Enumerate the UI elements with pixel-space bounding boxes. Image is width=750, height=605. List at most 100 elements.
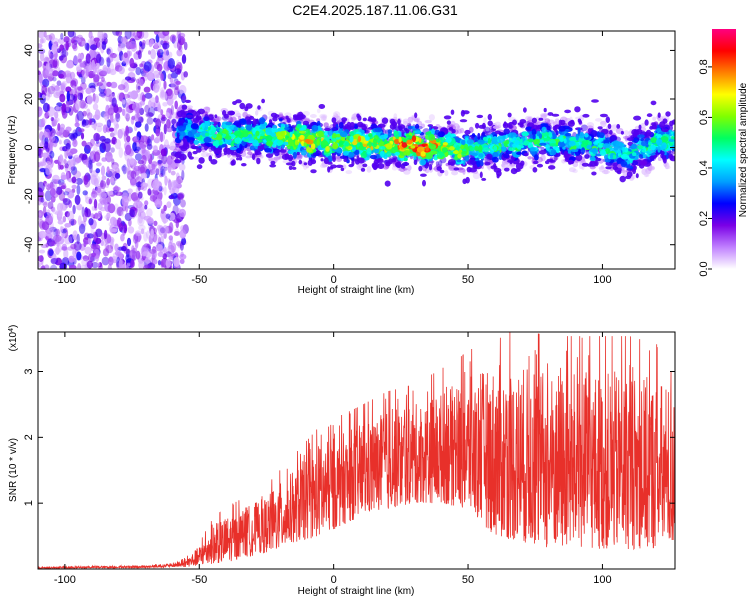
heatmap-cell bbox=[480, 172, 483, 179]
heatmap-cell bbox=[479, 153, 484, 158]
heatmap-cell bbox=[358, 136, 361, 142]
heatmap-cell bbox=[66, 62, 73, 69]
heatmap-cell bbox=[527, 156, 532, 159]
heatmap-cell bbox=[475, 123, 479, 129]
heatmap-cell bbox=[110, 228, 118, 232]
heatmap-cell bbox=[438, 131, 445, 137]
heatmap-cell bbox=[533, 161, 539, 165]
heatmap-cell bbox=[78, 215, 82, 225]
heatmap-cell bbox=[166, 127, 173, 132]
heatmap-cell bbox=[153, 259, 158, 264]
heatmap-cell bbox=[110, 132, 115, 137]
heatmap-cell bbox=[593, 141, 597, 144]
heatmap-cell bbox=[578, 149, 581, 155]
heatmap-cell bbox=[304, 142, 307, 146]
heatmap-cell bbox=[340, 131, 347, 137]
heatmap-cell bbox=[69, 265, 77, 271]
heatmap-cell bbox=[96, 168, 101, 173]
heatmap-cell bbox=[477, 133, 480, 140]
heatmap-cell bbox=[453, 167, 459, 170]
heatmap-cell bbox=[559, 120, 563, 126]
heatmap-cell bbox=[65, 41, 69, 51]
heatmap-cell bbox=[600, 150, 606, 156]
heatmap-cell bbox=[306, 147, 312, 153]
heatmap-cell bbox=[182, 54, 186, 64]
heatmap-cell bbox=[588, 128, 592, 133]
heatmap-cell bbox=[219, 140, 223, 145]
heatmap-cell bbox=[279, 112, 283, 115]
heatmap-cell bbox=[179, 33, 186, 39]
heatmap-cell bbox=[115, 113, 120, 122]
heatmap-cell bbox=[225, 135, 231, 140]
heatmap-cell bbox=[444, 170, 448, 176]
heatmap-cell bbox=[175, 68, 182, 74]
heatmap-cell bbox=[486, 154, 492, 160]
heatmap-cell bbox=[51, 38, 59, 46]
heatmap-cell bbox=[508, 113, 512, 118]
heatmap-cell bbox=[246, 125, 252, 131]
heatmap-cell bbox=[77, 111, 84, 121]
heatmap-cell bbox=[66, 171, 69, 180]
heatmap-cell bbox=[42, 221, 49, 230]
heatmap-cell bbox=[62, 244, 67, 251]
heatmap-cell bbox=[46, 62, 51, 69]
heatmap-cell bbox=[564, 138, 567, 144]
heatmap-cell bbox=[55, 229, 60, 237]
heatmap-cell bbox=[110, 147, 115, 153]
heatmap-cell bbox=[150, 49, 156, 60]
heatmap-cell bbox=[388, 129, 393, 133]
heatmap-cell bbox=[288, 155, 293, 162]
heatmap-cell bbox=[520, 123, 524, 127]
heatmap-cell bbox=[451, 129, 455, 133]
heatmap-cell bbox=[170, 34, 177, 42]
heatmap-cell bbox=[171, 181, 178, 190]
heatmap-cell bbox=[179, 229, 186, 239]
heatmap-cell bbox=[138, 192, 143, 199]
heatmap-cell bbox=[385, 161, 390, 166]
heatmap-cell bbox=[157, 104, 161, 112]
heatmap-cell bbox=[657, 146, 660, 153]
heatmap-cell bbox=[134, 136, 139, 141]
heatmap-cell bbox=[649, 156, 654, 160]
heatmap-cell bbox=[534, 154, 539, 160]
heatmap-cell bbox=[129, 41, 136, 49]
heatmap-cell bbox=[141, 145, 145, 154]
heatmap-cell bbox=[104, 215, 110, 219]
heatmap-cell bbox=[67, 72, 71, 79]
heatmap-cell bbox=[151, 134, 154, 140]
heatmap-cell bbox=[140, 100, 145, 105]
heatmap-cell bbox=[160, 132, 163, 143]
heatmap-cell bbox=[73, 32, 76, 38]
heatmap-cell bbox=[339, 122, 344, 128]
heatmap-cell bbox=[97, 126, 102, 133]
heatmap-cell bbox=[539, 143, 546, 146]
heatmap-cell bbox=[215, 148, 220, 155]
heatmap-cell bbox=[190, 145, 196, 149]
heatmap-cell bbox=[537, 164, 543, 168]
heatmap-cell bbox=[137, 93, 141, 101]
heatmap-cell bbox=[579, 132, 584, 139]
heatmap-cell bbox=[67, 91, 70, 102]
heatmap-cell bbox=[288, 140, 294, 146]
heatmap-cell bbox=[373, 142, 377, 148]
heatmap-cell bbox=[134, 200, 138, 205]
heatmap-cell bbox=[135, 67, 141, 75]
heatmap-cell bbox=[648, 147, 651, 152]
heatmap-cell bbox=[96, 186, 101, 193]
heatmap-cell bbox=[474, 146, 479, 151]
heatmap-cell bbox=[343, 151, 349, 156]
heatmap-cell bbox=[412, 116, 415, 120]
heatmap-cell bbox=[524, 153, 529, 156]
heatmap-cell bbox=[58, 210, 63, 217]
heatmap-cell bbox=[454, 150, 458, 154]
heatmap-cell bbox=[189, 156, 194, 159]
heatmap-cell bbox=[467, 139, 474, 145]
heatmap-cell bbox=[48, 91, 52, 97]
heatmap-cell bbox=[162, 29, 169, 36]
heatmap-cell bbox=[540, 113, 548, 117]
heatmap-cell bbox=[259, 126, 266, 130]
heatmap-cell bbox=[83, 241, 86, 247]
heatmap-cell bbox=[482, 132, 486, 137]
heatmap-cell bbox=[317, 121, 321, 126]
heatmap-cell bbox=[141, 173, 147, 179]
